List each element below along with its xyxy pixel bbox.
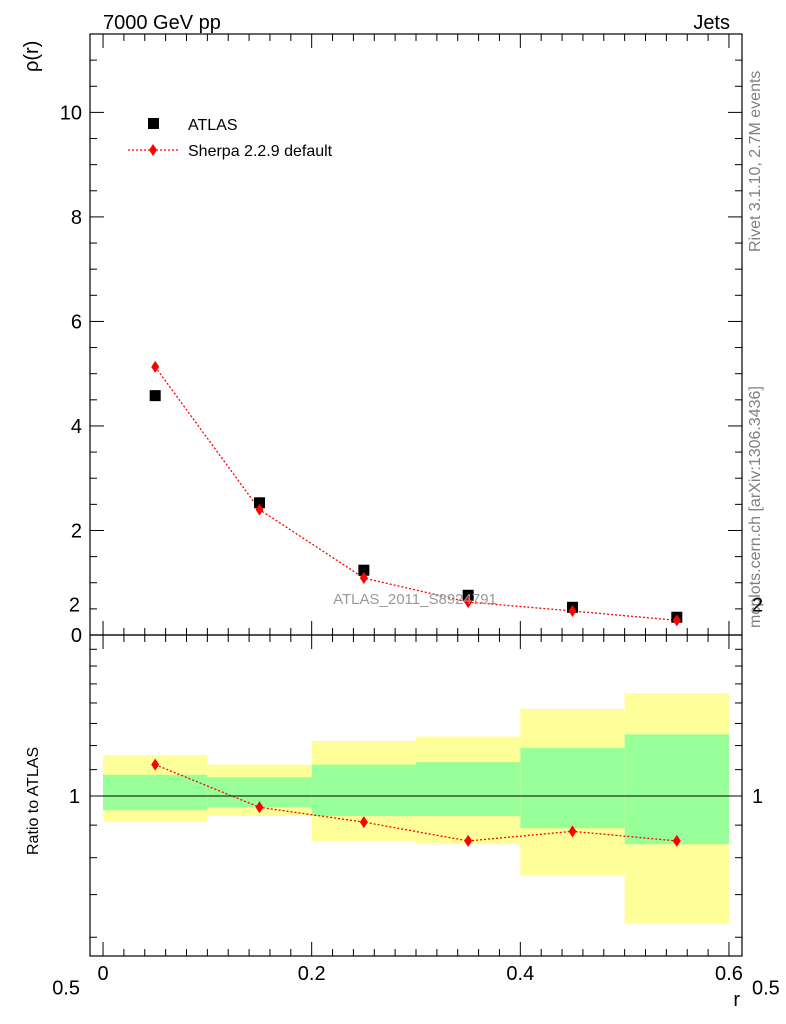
ratio-plot-frame (89, 634, 743, 957)
main-panel: 0 2 4 6 8 10 ρ(r) ATLAS_2011_S8924791 ATLAS Sh… (21, 33, 743, 647)
ratio-y-tick-label-right: 1 (752, 786, 763, 808)
ratio-green-band (103, 774, 208, 811)
x-tick-label: 0.6 (715, 963, 743, 985)
ratio-sherpa-point (255, 801, 264, 814)
sherpa-line (154, 366, 677, 622)
atlas-point (149, 390, 161, 402)
main-y-tick-label: 10 (60, 102, 82, 124)
sherpa-point (568, 604, 577, 617)
x-axis-label: r (733, 989, 740, 1011)
atlas-point (462, 589, 474, 601)
ratio-uncertainty-bands (103, 693, 729, 924)
x-tick-label: 0.2 (298, 963, 326, 985)
atlas-point (358, 564, 370, 576)
main-data-layer (149, 360, 683, 627)
header-right-label: Jets (693, 12, 730, 34)
legend-sherpa-label: Sherpa 2.2.9 default (188, 143, 333, 160)
ratio-green-band (416, 762, 521, 817)
ratio-panel: 0.5 0.5 1 1 2 2 0 0.2 0.4 0.6 Ratio to ATLAS r (25, 594, 780, 1011)
sherpa-point (255, 503, 264, 516)
main-y-tick-label: 2 (71, 520, 82, 542)
main-y-tick-label: 4 (71, 416, 82, 438)
ratio-green-band (520, 747, 625, 829)
x-tick-label: 0.4 (506, 963, 534, 985)
ratio-sherpa-line (154, 764, 677, 842)
mcplots-label: mcplots.cern.ch [arXiv:1306.3436] (747, 386, 764, 628)
x-tick-label: 0 (97, 963, 108, 985)
ratio-green-band (311, 764, 416, 817)
ratio-y-tick-label-right: 0.5 (752, 978, 780, 1000)
ratio-y-axis-label: Ratio to ATLAS (25, 747, 42, 855)
legend: ATLAS Sherpa 2.2.9 default (128, 117, 333, 160)
ratio-ticks: 0.5 0.5 1 1 2 2 0 0.2 0.4 0.6 (52, 594, 780, 999)
ratio-sherpa-point (151, 758, 160, 771)
ratio-sherpa-point (464, 834, 473, 847)
ratio-sherpa-point (672, 834, 681, 847)
ratio-y-tick-label-left: 1 (69, 786, 80, 808)
ratio-y-tick-label-left: 2 (69, 594, 80, 616)
main-y-tick-label: 8 (71, 207, 82, 229)
ratio-sherpa-point (568, 825, 577, 838)
ratio-sherpa-point (359, 816, 368, 829)
header-left-label: 7000 GeV pp (103, 12, 221, 34)
legend-sherpa-marker (149, 144, 157, 156)
legend-atlas-marker (148, 118, 159, 129)
atlas-point (254, 497, 266, 509)
ratio-green-band (624, 734, 729, 845)
sherpa-point (464, 596, 473, 609)
legend-atlas-label: ATLAS (188, 117, 238, 134)
ratio-y-tick-label-right: 2 (752, 594, 763, 616)
sherpa-point (359, 572, 368, 585)
main-ticks: 0 2 4 6 8 10 (60, 34, 742, 647)
analysis-watermark: ATLAS_2011_S8924791 (333, 591, 497, 608)
sherpa-point (151, 360, 160, 373)
main-y-tick-label: 6 (71, 311, 82, 333)
ratio-y-tick-label-left: 0.5 (52, 978, 80, 1000)
main-y-axis-label: ρ(r) (21, 41, 43, 72)
ratio-data-layer (151, 758, 681, 847)
main-y-tick-label: 0 (71, 625, 82, 647)
sherpa-point (672, 614, 681, 627)
rivet-version-label: Rivet 3.1.10, 2.7M events (747, 71, 764, 252)
